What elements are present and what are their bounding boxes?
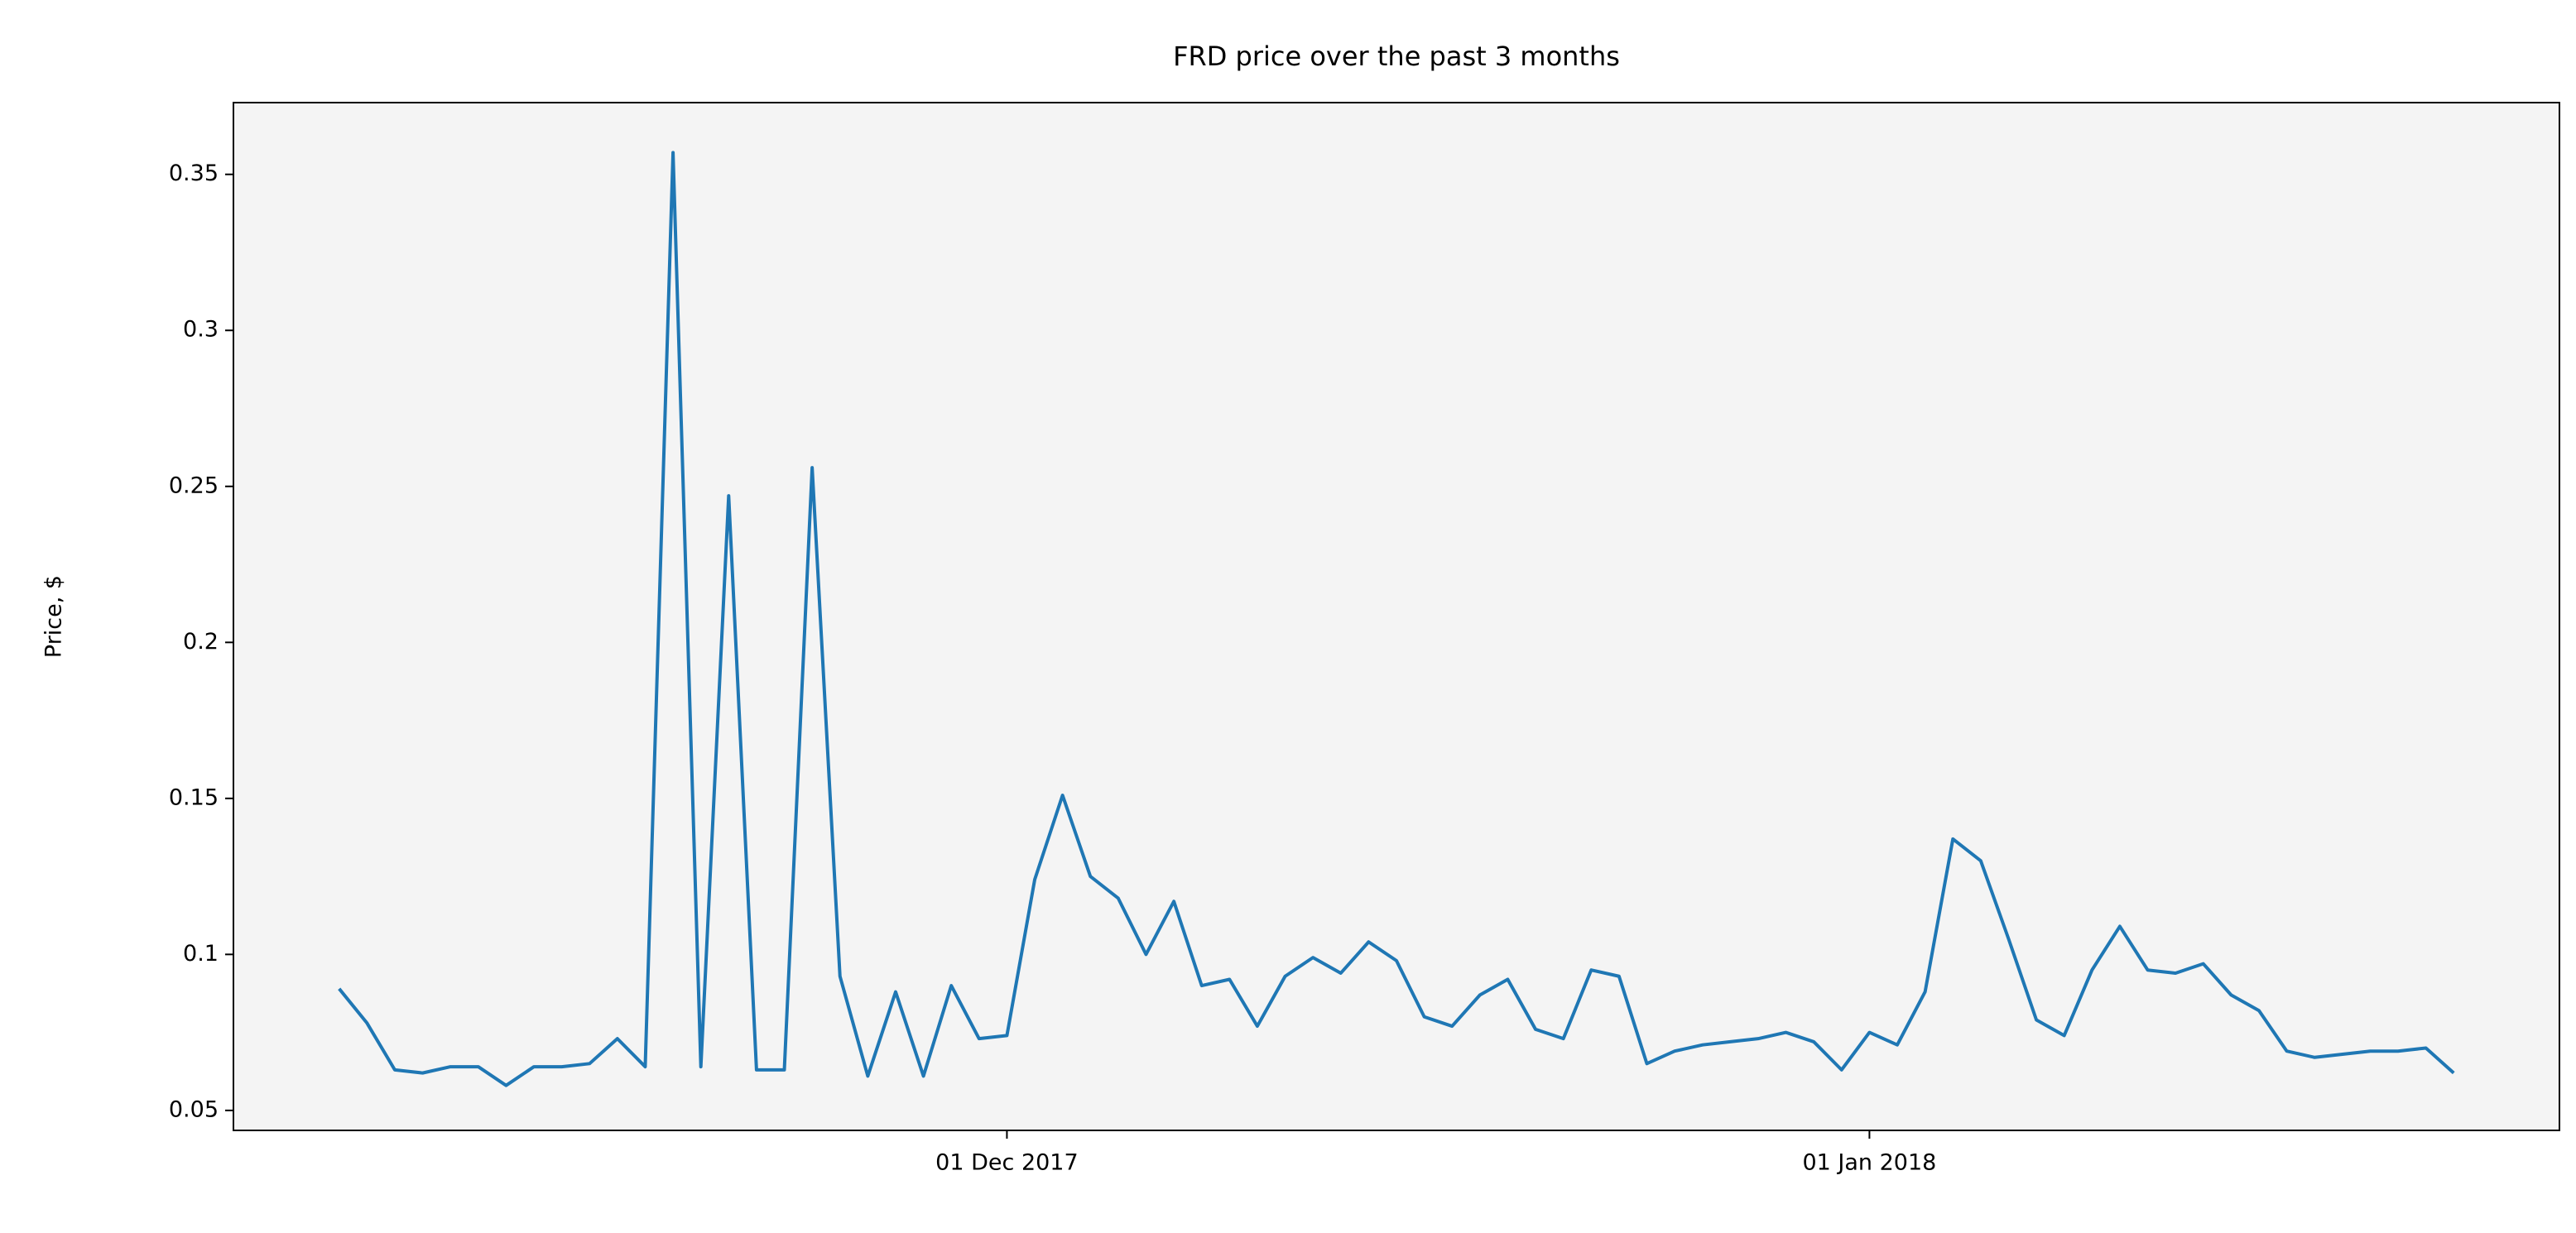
y-tick-label: 0.15 <box>169 784 219 810</box>
y-tick-label: 0.1 <box>183 941 219 967</box>
x-tick-label: 01 Jan 2018 <box>1802 1150 1936 1176</box>
chart-title: FRD price over the past 3 months <box>1173 41 1620 72</box>
y-tick-label: 0.3 <box>183 317 219 343</box>
y-axis-label: Price, $ <box>41 575 67 658</box>
y-tick-label: 0.25 <box>169 473 219 498</box>
y-tick-label: 0.2 <box>183 629 219 655</box>
axes-frame <box>233 102 2560 1131</box>
plot-area <box>233 103 2559 1130</box>
x-tick-label: 01 Dec 2017 <box>935 1150 1078 1176</box>
y-tick-label: 0.35 <box>169 161 219 186</box>
y-tick-label: 0.05 <box>169 1096 219 1122</box>
price-line <box>338 151 2455 1087</box>
